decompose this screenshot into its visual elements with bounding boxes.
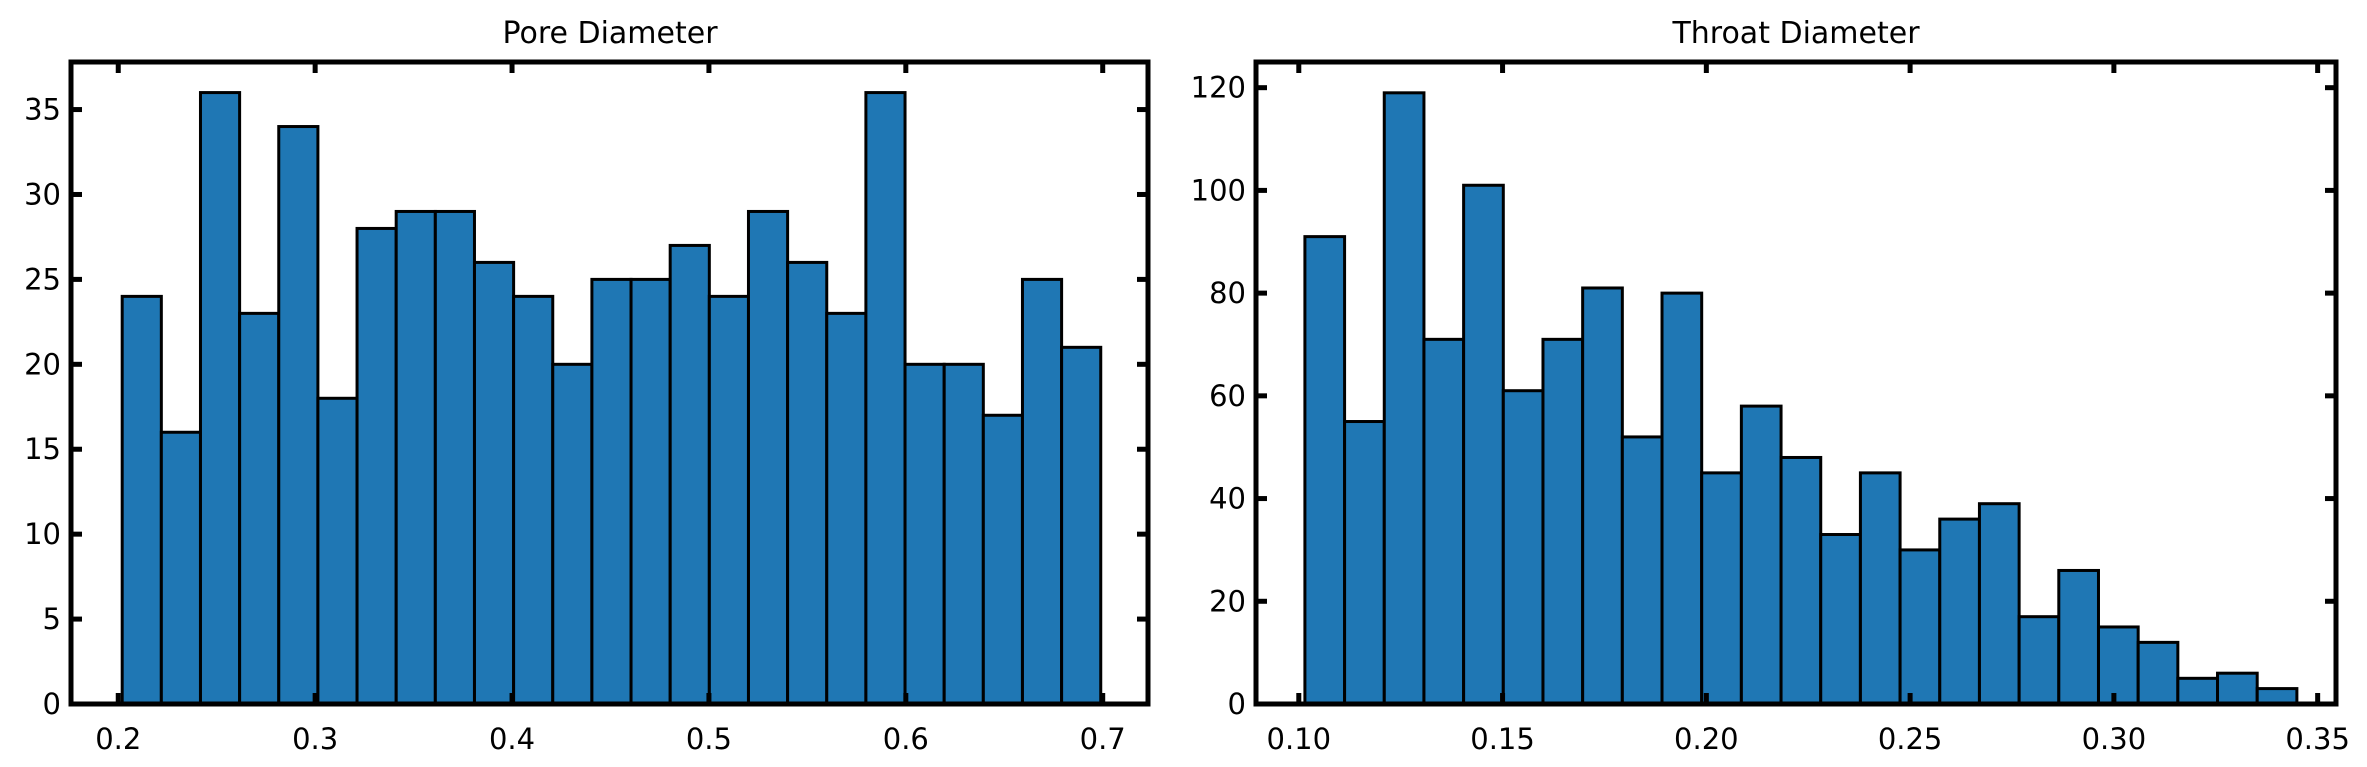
histogram-bar [277,125,320,706]
histogram-bar [1541,337,1585,706]
x-tick-label: 0.15 [1470,722,1535,756]
histogram-bar [1620,435,1664,706]
histogram-bar [120,294,163,706]
y-tick-label: 20 [24,347,61,381]
histogram-bar [2176,676,2220,706]
histogram-bar [2136,640,2180,706]
histogram-bar [1060,345,1103,706]
histogram-bar [1501,389,1545,706]
histogram-bar [1660,291,1704,706]
x-tick-label: 0.30 [2082,722,2147,756]
histogram-bar [825,311,868,706]
histogram-bar [981,413,1024,706]
histogram-bar [2096,625,2140,706]
x-tick-label: 0.3 [292,722,338,756]
histogram-bar [1020,277,1064,706]
histogram-bar [707,294,750,706]
histogram-bar [1898,548,1942,706]
histogram-bar [629,277,672,706]
histogram-bar [2057,568,2100,706]
plot-frame [68,59,1151,707]
histogram-bar [512,294,555,706]
histogram-bar [1977,502,2021,706]
y-tick-label: 10 [24,517,61,551]
histogram-bar [1739,404,1783,706]
plot-frame [1253,59,2339,707]
x-tick-label: 0.5 [686,722,732,756]
histogram-bar [433,209,476,706]
histogram-bar [864,91,907,706]
histogram-bar [472,260,516,706]
y-tick-label: 60 [1209,379,1246,413]
throat-diameter-histogram: Throat Diameter 0.10 0.15 0.20 0.25 0.30 0.35… [1191,16,2350,756]
histogram-bar [159,430,202,706]
histogram-bar [1382,91,1426,706]
histogram-bar [1462,183,1505,706]
y-tick-label: 35 [24,93,61,127]
histogram-bar [1858,471,1902,706]
y-tick-label: 100 [1191,173,1246,207]
y-tick-label: 0 [43,687,61,721]
histogram-bar [2216,671,2259,706]
histogram-bar [1581,286,1624,706]
histogram-bar [1819,533,1862,706]
y-tick-label: 5 [43,602,61,636]
histogram-bar [1422,337,1466,706]
histogram-bar [590,277,633,706]
x-tick-label: 0.2 [95,722,141,756]
y-tick-label: 0 [1228,687,1246,721]
histogram-bar [903,362,946,706]
histogram-bar [198,91,242,706]
y-tick-label: 40 [1209,482,1246,516]
y-tick-label: 30 [24,177,61,211]
histogram-bar [1779,455,1823,706]
y-tick-label: 15 [24,432,61,466]
y-tick-label: 25 [24,262,61,296]
histogram-bar [746,209,790,706]
chart-title: Throat Diameter [1671,16,1920,51]
x-tick-label: 0.20 [1674,722,1739,756]
histogram-bar [2017,615,2061,706]
x-tick-label: 0.4 [489,722,535,756]
y-tick-label: 80 [1209,276,1246,310]
histogram-bar [316,396,359,706]
histogram-bar [1700,471,1743,706]
histogram-bar [942,362,985,706]
histogram-bar [1303,235,1347,706]
x-tick-label: 0.10 [1267,722,1332,756]
x-tick-label: 0.35 [2285,722,2350,756]
x-tick-label: 0.25 [1878,722,1943,756]
histogram-bar [551,362,594,706]
histogram-bar [1343,420,1386,706]
x-tick-label: 0.6 [883,722,929,756]
y-tick-label: 20 [1209,584,1246,618]
y-tick-label: 120 [1191,71,1246,105]
chart-title: Pore Diameter [502,16,718,51]
x-tick-label: 0.7 [1080,722,1126,756]
histogram-bar [238,311,281,706]
histogram-bar [786,260,829,706]
histogram-bar [355,226,398,706]
histogram-bar [1938,517,1981,706]
histogram-bar [668,243,711,706]
histogram-bar [394,209,437,706]
pore-diameter-histogram: Pore Diameter 0.2 0.3 0.4 0.5 0.6 0.7 0 5 10 15 20… [24,16,1151,756]
